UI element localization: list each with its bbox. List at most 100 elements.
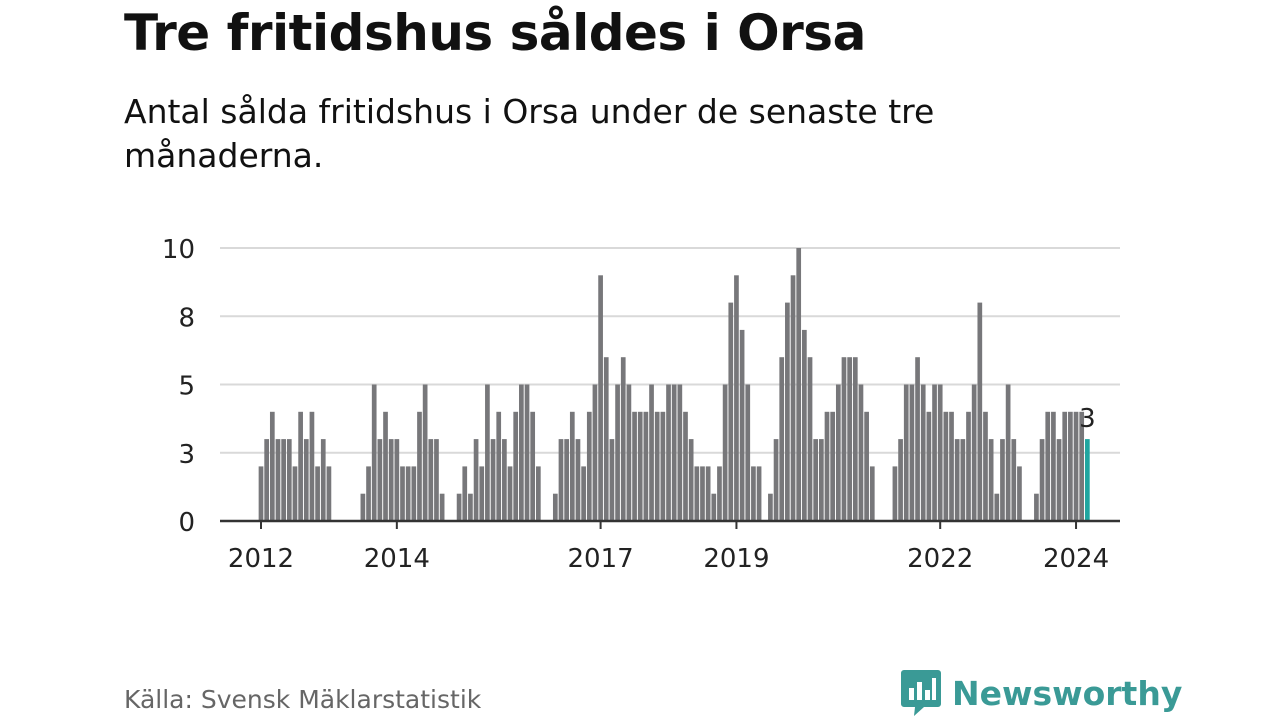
bar: [417, 411, 422, 521]
bar: [303, 439, 309, 521]
bar: [535, 466, 541, 521]
x-tick-label: 2014: [364, 544, 430, 574]
bar: [388, 439, 394, 521]
bar: [309, 411, 315, 521]
bar: [360, 493, 366, 521]
bar: [1039, 439, 1045, 521]
bar: [666, 384, 671, 521]
bar: [1062, 411, 1068, 521]
bar: [688, 439, 694, 521]
bar: [575, 439, 581, 521]
bar: [1056, 439, 1062, 521]
bar: [371, 384, 377, 521]
bar: [603, 357, 609, 521]
bar: [422, 384, 428, 521]
chart-title: Tre fritidshus såldes i Orsa: [124, 4, 866, 62]
bar: [1068, 411, 1073, 521]
bar: [988, 439, 994, 521]
bar: [586, 411, 592, 521]
bar: [915, 357, 920, 521]
bar: [768, 493, 773, 521]
bar: [1073, 411, 1079, 521]
bar: [790, 275, 796, 521]
bar: [926, 411, 932, 521]
newsworthy-logo-icon: [901, 670, 941, 716]
bar: [530, 411, 536, 521]
bar: [456, 493, 462, 521]
bar: [677, 384, 683, 521]
bar: [994, 493, 1000, 521]
bar: [439, 493, 445, 521]
bar: [519, 384, 524, 521]
bar: [813, 439, 819, 521]
bar: [700, 466, 705, 521]
bar: [734, 275, 739, 521]
axis-ticks: [260, 521, 1078, 529]
highlight-value-label: 3: [1079, 404, 1096, 434]
bar: [405, 466, 411, 521]
bar: [620, 357, 626, 521]
bar: [275, 439, 281, 521]
bar: [949, 411, 954, 521]
bar: [315, 466, 320, 521]
bar: [479, 466, 485, 521]
bar: [773, 439, 779, 521]
bar: [1017, 466, 1022, 521]
bar: [377, 439, 383, 521]
bar: [609, 439, 615, 521]
bar: [496, 411, 502, 521]
bar: [983, 411, 988, 521]
bar: [581, 466, 586, 521]
bar: [320, 439, 326, 521]
bar: [513, 411, 519, 521]
bar: [292, 466, 298, 521]
bar: [751, 466, 756, 521]
bar: [971, 384, 977, 521]
y-tick-label: 0: [178, 508, 195, 538]
bar: [428, 439, 434, 521]
y-tick-label: 3: [178, 440, 195, 470]
bar: [858, 384, 864, 521]
bar: [434, 439, 439, 521]
bar: [1011, 439, 1017, 521]
bar: [383, 411, 388, 521]
x-tick-label: 2012: [228, 544, 294, 574]
bar: [671, 384, 677, 521]
bar: [892, 466, 898, 521]
bar: [626, 384, 632, 521]
x-tick-label: 2017: [568, 544, 634, 574]
bar: [785, 302, 790, 521]
bar: [654, 411, 660, 521]
bar: [932, 384, 937, 521]
bar: [722, 384, 728, 521]
bar: [643, 411, 649, 521]
x-tick-label: 2024: [1043, 544, 1109, 574]
bar: [485, 384, 490, 521]
bar: [1079, 411, 1085, 521]
bar: [507, 466, 513, 521]
bar: [937, 384, 943, 521]
bar: [943, 411, 949, 521]
bar: [802, 329, 807, 521]
bar: [264, 439, 270, 521]
bar: [632, 411, 637, 521]
bar: [864, 411, 869, 521]
bar: [898, 439, 903, 521]
y-tick-label: 5: [178, 372, 195, 402]
y-tick-label: 8: [178, 303, 195, 333]
bar: [411, 466, 417, 521]
bar: [394, 439, 400, 521]
bar: [473, 439, 479, 521]
x-tick-label: 2022: [907, 544, 973, 574]
bar: [835, 384, 841, 521]
bar: [1000, 439, 1005, 521]
bar: [977, 302, 983, 521]
bar: [739, 329, 745, 521]
bar-highlight: [1085, 439, 1090, 521]
bar: [807, 357, 813, 521]
brand-name: Newsworthy: [952, 673, 1183, 713]
bar: [745, 384, 751, 521]
source-note: Källa: Svensk Mäklarstatistik: [124, 685, 482, 714]
bar: [615, 384, 620, 521]
brand-logo[interactable]: Newsworthy: [900, 668, 1182, 718]
